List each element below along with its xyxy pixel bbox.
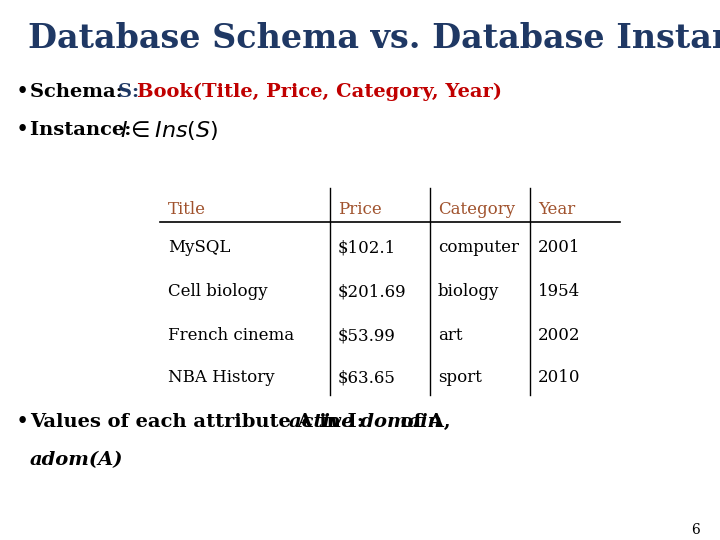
Text: $53.99: $53.99 — [338, 327, 396, 345]
Text: MySQL: MySQL — [168, 240, 230, 256]
Text: Database Schema vs. Database Instance: Database Schema vs. Database Instance — [28, 22, 720, 55]
Text: Values of each attribute A in I:: Values of each attribute A in I: — [30, 413, 371, 431]
Text: •: • — [16, 81, 30, 103]
Text: •: • — [16, 411, 30, 433]
Text: Cell biology: Cell biology — [168, 284, 268, 300]
Text: of A,: of A, — [395, 413, 451, 431]
Text: $\mathit{I} \in \mathit{Ins}(\mathit{S})$: $\mathit{I} \in \mathit{Ins}(\mathit{S})… — [120, 118, 218, 141]
Text: adom(A): adom(A) — [30, 451, 124, 469]
Text: Year: Year — [538, 201, 575, 219]
Text: S:: S: — [118, 83, 146, 101]
Text: NBA History: NBA History — [168, 369, 274, 387]
Text: $63.65: $63.65 — [338, 369, 396, 387]
Text: Schema:: Schema: — [30, 83, 136, 101]
Text: •: • — [16, 119, 30, 141]
Text: sport: sport — [438, 369, 482, 387]
Text: 6: 6 — [691, 523, 700, 537]
Text: French cinema: French cinema — [168, 327, 294, 345]
Text: computer: computer — [438, 240, 519, 256]
Text: active domain: active domain — [289, 413, 442, 431]
Text: biology: biology — [438, 284, 500, 300]
Text: Instance:: Instance: — [30, 121, 138, 139]
Text: art: art — [438, 327, 462, 345]
Text: $102.1: $102.1 — [338, 240, 396, 256]
Text: 1954: 1954 — [538, 284, 580, 300]
Text: Price: Price — [338, 201, 382, 219]
Text: Book(Title, Price, Category, Year): Book(Title, Price, Category, Year) — [137, 83, 502, 101]
Text: 2010: 2010 — [538, 369, 580, 387]
Text: 2002: 2002 — [538, 327, 580, 345]
Text: Title: Title — [168, 201, 206, 219]
Text: $201.69: $201.69 — [338, 284, 407, 300]
Text: 2001: 2001 — [538, 240, 580, 256]
Text: Category: Category — [438, 201, 515, 219]
